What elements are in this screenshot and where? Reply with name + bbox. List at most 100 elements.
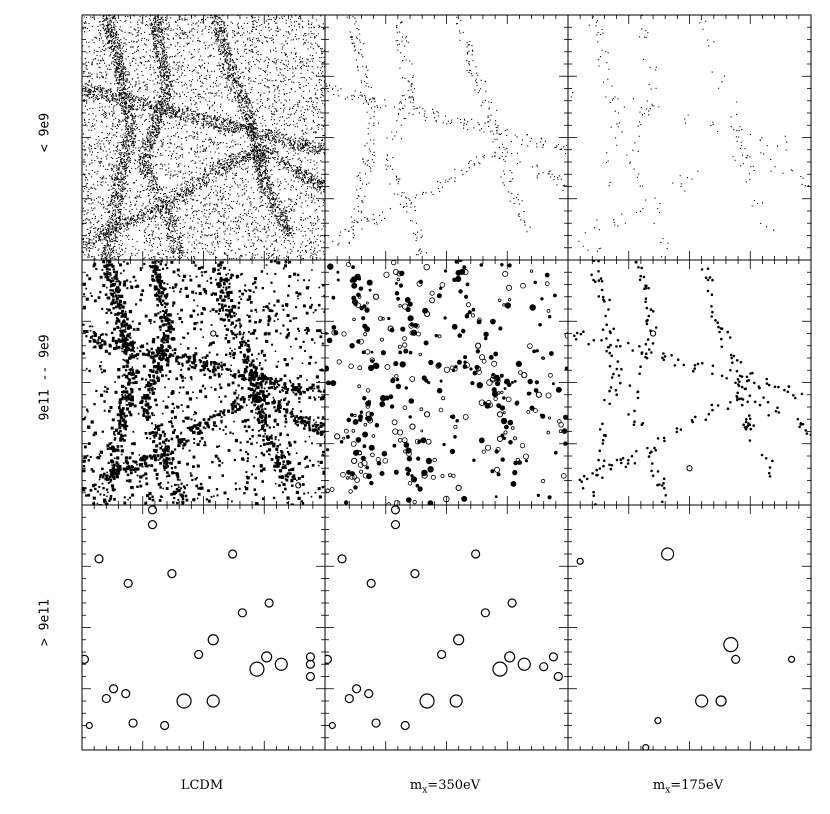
point [320,96,322,98]
point [84,31,86,33]
point [88,242,90,244]
point [120,86,122,88]
point [268,59,270,61]
point [158,41,160,43]
point [304,231,306,233]
point [152,19,154,21]
point [187,23,189,25]
point [128,238,130,240]
point [234,126,236,128]
point [196,106,198,108]
point [290,21,292,23]
point [319,147,321,149]
point [143,167,145,169]
point [115,193,117,195]
point [234,173,236,175]
point [261,165,263,167]
point [277,151,279,153]
point [267,97,269,99]
point [288,225,290,227]
point [222,39,224,41]
point [197,51,199,53]
point [137,191,139,193]
point [260,105,262,107]
point [239,248,241,250]
point [195,155,197,157]
point [97,181,99,183]
point [130,96,132,98]
point [108,143,110,145]
point [213,234,215,236]
point [247,132,249,134]
point [259,162,261,164]
point [164,124,166,126]
point [119,202,121,204]
point [224,245,226,247]
point [173,196,175,198]
point [166,76,168,78]
point [187,201,189,203]
point [133,215,135,217]
point [196,121,198,123]
point [246,94,248,96]
point [148,141,150,143]
point [262,183,264,185]
point [238,99,240,101]
point [128,160,130,162]
point [239,124,241,126]
point [96,88,98,90]
point [318,123,320,125]
point [256,147,258,149]
point [255,133,257,135]
point [86,102,88,104]
point [191,79,193,81]
point [140,63,142,65]
point [138,159,140,161]
point [146,209,148,211]
point [150,138,152,140]
point [89,97,91,99]
point [277,161,279,163]
point [316,102,318,104]
point [257,178,259,180]
point [234,174,236,176]
point [196,131,198,133]
point [149,115,151,117]
point [283,15,285,17]
point [168,146,170,148]
point [113,201,115,203]
point [246,114,248,116]
point [146,162,148,164]
point [120,201,122,203]
point [120,90,122,92]
point [275,148,277,150]
point [219,28,221,30]
point [179,242,181,244]
point [115,77,117,79]
point [145,98,147,100]
point [173,228,175,230]
point [151,119,153,121]
point [145,109,147,111]
point [156,30,158,32]
point [113,57,115,59]
point [251,48,253,50]
point [148,106,150,108]
point [157,46,159,48]
point [85,82,87,84]
point [283,128,285,130]
point [279,72,281,74]
point [102,48,104,50]
point [102,45,104,47]
point [168,211,170,213]
point [160,118,162,120]
point [169,191,171,193]
point [180,257,182,259]
point [149,66,151,68]
point [97,228,99,230]
point [86,177,88,179]
point [279,212,281,214]
point [280,220,282,222]
point [163,95,165,97]
point [188,114,190,116]
